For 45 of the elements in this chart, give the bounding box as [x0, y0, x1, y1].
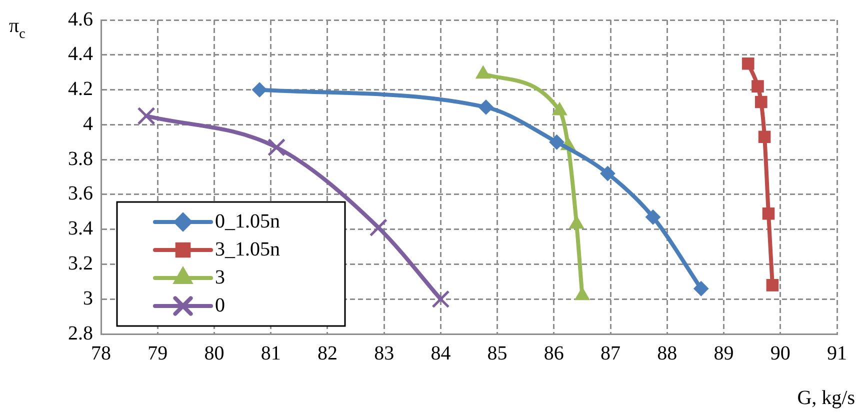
- legend-label: 0: [215, 294, 225, 316]
- y-tick-label: 3.4: [68, 218, 93, 240]
- y-tick-label: 4.4: [68, 43, 93, 66]
- x-tick-label: 79: [148, 342, 168, 364]
- point: [754, 96, 768, 108]
- point: [694, 281, 709, 296]
- point: [758, 130, 771, 144]
- point: [646, 210, 660, 225]
- point: [752, 80, 764, 92]
- point: [766, 279, 779, 292]
- point: [762, 207, 775, 220]
- x-tick-label: 90: [770, 342, 790, 364]
- point: [478, 100, 494, 115]
- x-tick-label: 91: [827, 342, 847, 364]
- y-tick-label: 3.6: [68, 182, 93, 205]
- legend-label: 0_1.05n: [215, 210, 280, 232]
- point: [432, 290, 450, 308]
- point: [137, 106, 156, 125]
- point: [742, 57, 754, 70]
- x-tick-label: 89: [714, 342, 734, 364]
- x-tick-label: 85: [487, 342, 508, 364]
- y-tick-label: 4.6: [68, 8, 93, 30]
- x-axis-title: G, kg/s: [797, 387, 856, 409]
- point: [600, 166, 616, 182]
- x-tick-label: 84: [430, 342, 451, 364]
- y-tick-label: 3: [83, 287, 93, 310]
- x-tick-label: 83: [374, 342, 394, 364]
- x-tick-label: 82: [317, 342, 338, 364]
- point: [549, 134, 564, 150]
- x-tick-label: 87: [600, 342, 621, 364]
- point: [369, 218, 388, 237]
- y-tick-label: 3.8: [68, 148, 93, 170]
- y-tick-label: 4.2: [68, 78, 93, 100]
- point: [252, 82, 268, 98]
- y-tick-label: 4: [83, 112, 93, 135]
- x-tick-label: 80: [204, 342, 224, 364]
- x-tick-label: 86: [544, 342, 564, 364]
- legend-label: 3: [215, 266, 225, 288]
- x-tick-label: 81: [260, 342, 281, 364]
- x-tick-label: 88: [657, 342, 678, 364]
- x-tick-label: 78: [91, 342, 111, 364]
- y-tick-label: 3.2: [68, 252, 93, 274]
- point: [267, 138, 286, 156]
- legend-label: 3_1.05n: [215, 238, 280, 260]
- y-tick-label: 2.8: [68, 322, 93, 344]
